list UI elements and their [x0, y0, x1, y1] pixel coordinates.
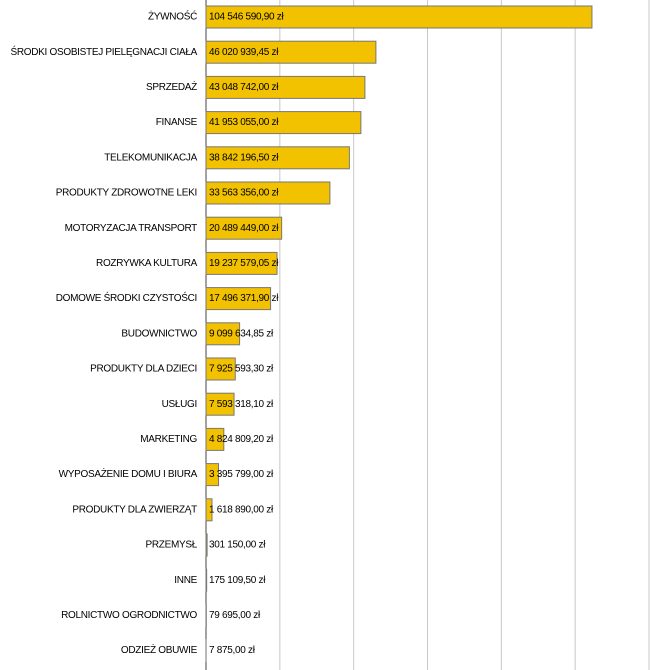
category-label: SPRZEDAŻ: [146, 80, 197, 93]
category-label: ŚRODKI OSOBISTEJ PIELĘGNACJI CIAŁA: [10, 45, 197, 58]
value-label: 38 842 196,50 zł: [209, 152, 279, 163]
category-label: USŁUGI: [162, 399, 197, 410]
value-label: 41 953 055,00 zł: [209, 117, 279, 128]
category-label: PRODUKTY DLA DZIECI: [90, 364, 197, 375]
bar: [205, 357, 236, 381]
category-label: ŻYWNOŚĆ: [148, 10, 197, 23]
bar: [205, 463, 220, 487]
category-label: BUDOWNICTWO: [121, 328, 197, 339]
category-label: PRZEMYSŁ: [145, 540, 197, 551]
category-label: MOTORYZACJA TRANSPORT: [65, 223, 198, 234]
value-label: 7 925 593,30 zł: [209, 364, 274, 375]
value-label: 104 546 590,90 zł: [209, 12, 284, 23]
bar: [205, 322, 241, 346]
value-label: 3 395 799,00 zł: [209, 469, 274, 480]
bar: [205, 5, 593, 29]
category-label: PRODUKTY ZDROWOTNE LEKI: [56, 188, 197, 199]
bar: [205, 146, 350, 170]
value-label: 9 099 634,85 zł: [209, 328, 274, 339]
value-label: 43 048 742,00 zł: [209, 82, 279, 93]
category-label: FINANSE: [156, 117, 198, 128]
bar: [205, 533, 208, 557]
value-label: 175 109,50 zł: [209, 575, 266, 586]
bar: [205, 427, 225, 451]
category-label: WYPOSAŻENIE DOMU I BIURA: [59, 467, 198, 480]
bar: [205, 251, 278, 275]
bar: [205, 75, 366, 99]
category-label: ODZIEŻ OBUWIE: [121, 643, 198, 656]
value-label: 20 489 449,00 zł: [209, 223, 279, 234]
category-label: TELEKOMUNIKACJA: [104, 152, 197, 163]
bar: [205, 216, 283, 240]
value-label: 79 695,00 zł: [209, 610, 261, 621]
category-label: INNE: [174, 575, 197, 586]
bar: [205, 181, 331, 205]
category-label: PRODUKTY DLA ZWIERZĄT: [72, 504, 197, 515]
category-label: ROLNICTWO OGRODNICTWO: [61, 610, 197, 621]
value-label: 1 618 890,00 zł: [209, 504, 274, 515]
category-label: MARKETING: [140, 434, 197, 445]
value-label: 4 824 809,20 zł: [209, 434, 274, 445]
value-label: 7 593 318,10 zł: [209, 399, 274, 410]
value-label: 19 237 579,05 zł: [209, 258, 279, 269]
value-label: 7 875,00 zł: [209, 645, 256, 656]
bar: [205, 392, 235, 416]
value-label: 46 020 939,45 zł: [209, 47, 279, 58]
value-label: 33 563 356,00 zł: [209, 188, 279, 199]
category-label: ROZRYWKA KULTURA: [96, 258, 198, 269]
bar: [205, 498, 213, 522]
value-label: 17 496 371,90 zł: [209, 293, 279, 304]
category-label: DOMOWE ŚRODKI CZYSTOŚCI: [56, 291, 197, 304]
value-label: 301 150,00 zł: [209, 540, 266, 551]
bar: [205, 111, 362, 135]
bar: [205, 287, 272, 311]
bar: [205, 568, 208, 592]
bar: [205, 40, 377, 64]
